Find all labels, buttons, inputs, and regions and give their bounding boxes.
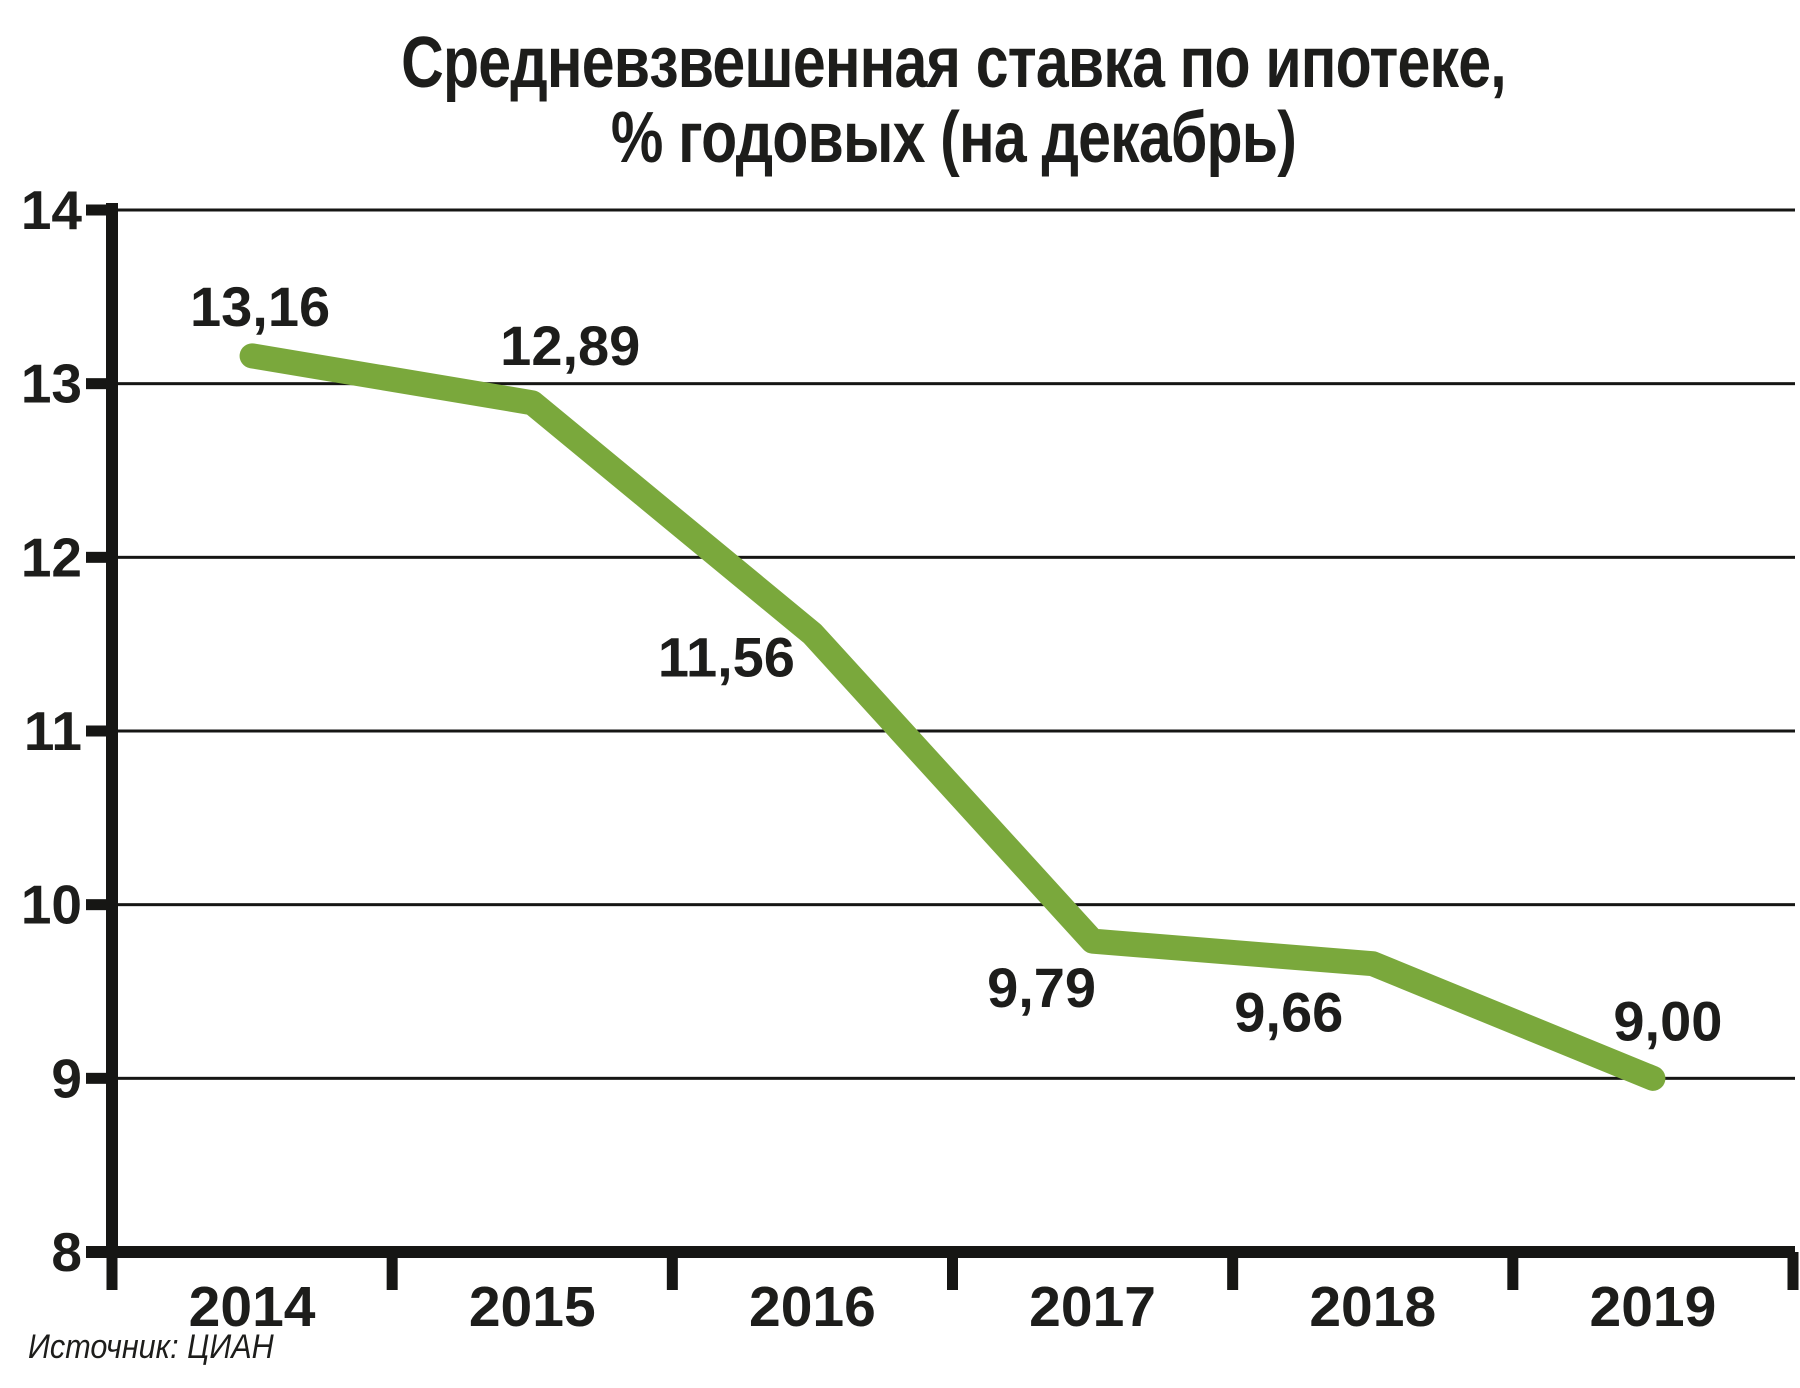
y-tick xyxy=(86,551,118,563)
x-axis-tick-label: 2016 xyxy=(749,1275,876,1339)
x-tick xyxy=(1787,1252,1799,1290)
value-label: 11,56 xyxy=(658,626,795,689)
mortgage-rate-line xyxy=(239,343,1666,1091)
chart-title: Средневзвешенная ставка по ипотеке, % го… xyxy=(263,26,1643,176)
h-gridline xyxy=(112,729,1795,733)
x-axis-tick-label: 2015 xyxy=(469,1275,596,1339)
h-gridline xyxy=(112,903,1795,907)
y-tick xyxy=(86,1072,118,1084)
value-label: 9,66 xyxy=(1234,981,1343,1044)
h-gridline xyxy=(112,208,1795,212)
x-tick xyxy=(386,1252,398,1290)
y-tick xyxy=(86,378,118,390)
y-axis-tick-label: 13 xyxy=(21,353,82,415)
chart-title-line-2: % годовых (на декабрь) xyxy=(610,97,1297,178)
h-gridline xyxy=(112,382,1795,386)
y-axis-tick-label: 10 xyxy=(21,874,82,936)
value-label: 9,00 xyxy=(1613,989,1722,1052)
y-axis-tick-label: 8 xyxy=(51,1221,82,1283)
source-caption: Источник: ЦИАН xyxy=(28,1328,274,1366)
x-axis-line xyxy=(86,1246,1795,1258)
x-tick xyxy=(1507,1252,1519,1290)
y-axis-tick-label: 14 xyxy=(21,179,83,241)
x-tick xyxy=(1227,1252,1239,1290)
chart-title-line-1: Средневзвешенная ставка по ипотеке, xyxy=(401,23,1507,103)
y-axis-tick-label: 9 xyxy=(51,1047,82,1109)
y-tick xyxy=(86,204,118,216)
x-tick xyxy=(666,1252,678,1290)
y-tick xyxy=(86,725,118,737)
y-axis-tick-label: 12 xyxy=(21,526,82,588)
value-label: 9,79 xyxy=(987,956,1096,1019)
x-axis-tick-label: 2017 xyxy=(1029,1275,1156,1339)
x-tick xyxy=(947,1252,958,1290)
h-gridline xyxy=(112,555,1795,559)
value-label: 12,89 xyxy=(500,314,640,377)
y-axis-line xyxy=(106,203,118,1258)
y-tick xyxy=(86,899,118,911)
y-axis-tick-label: 11 xyxy=(24,700,82,762)
x-axis-tick-label: 2014 xyxy=(189,1275,316,1339)
x-axis-tick-label: 2018 xyxy=(1309,1275,1436,1339)
x-tick xyxy=(106,1252,118,1290)
x-axis-tick-label: 2019 xyxy=(1590,1275,1717,1339)
h-gridline xyxy=(112,1076,1795,1080)
value-label: 13,16 xyxy=(190,275,330,338)
